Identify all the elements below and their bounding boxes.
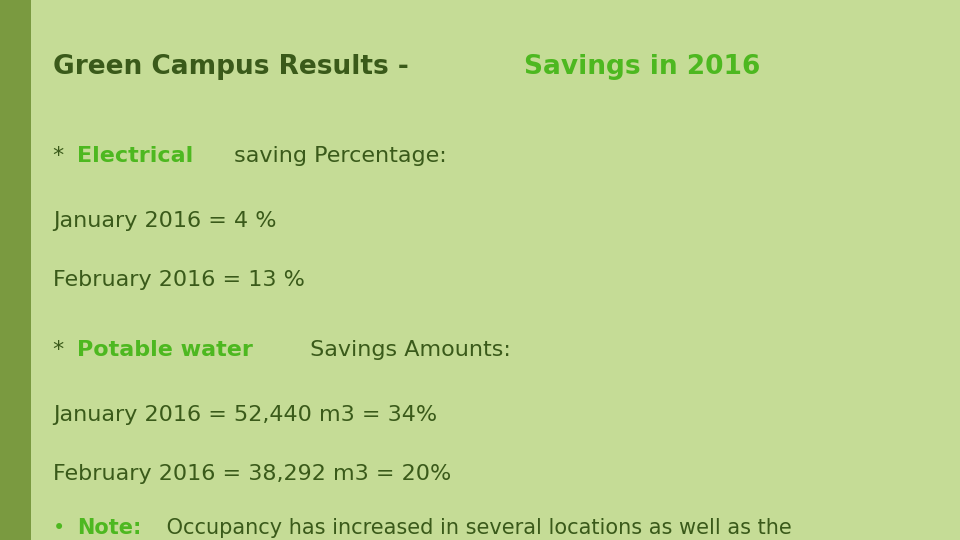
Text: January 2016 = 52,440 m3 = 34%: January 2016 = 52,440 m3 = 34% [53,405,437,425]
Text: Green Campus Results -: Green Campus Results - [53,54,418,80]
Text: Potable water: Potable water [77,340,252,360]
Text: February 2016 = 38,292 m3 = 20%: February 2016 = 38,292 m3 = 20% [53,464,451,484]
Bar [0,0,31,540]
Text: Savings in 2016: Savings in 2016 [523,54,760,80]
Text: saving Percentage:: saving Percentage: [227,146,446,166]
Text: *: * [53,146,71,166]
Text: Note:: Note: [77,518,141,538]
Text: Savings Amounts:: Savings Amounts: [303,340,512,360]
Text: January 2016 = 4 %: January 2016 = 4 % [53,211,276,231]
Text: *: * [53,340,71,360]
Text: February 2016 = 13 %: February 2016 = 13 % [53,270,304,290]
Text: Occupancy has increased in several locations as well as the: Occupancy has increased in several locat… [160,518,792,538]
Text: Electrical: Electrical [77,146,193,166]
Text: •: • [53,518,72,538]
